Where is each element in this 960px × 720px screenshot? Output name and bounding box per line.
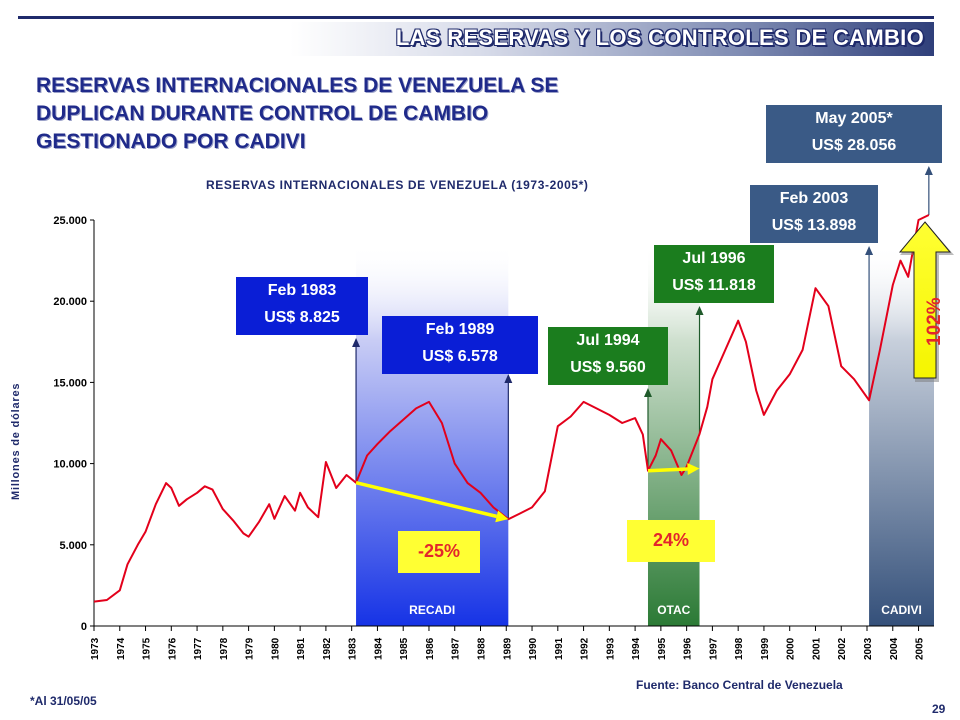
annotation-box-feb-2003: Feb 2003 US$ 13.898 bbox=[750, 185, 878, 243]
x-tick-label: 2002 bbox=[837, 637, 848, 660]
annotation-pointer-head bbox=[924, 166, 933, 175]
annotation-pointer-head bbox=[352, 338, 361, 347]
x-tick-label: 1988 bbox=[477, 637, 488, 660]
change-label-cadivi: 102% bbox=[924, 297, 945, 346]
x-tick-label: 1973 bbox=[90, 637, 101, 660]
cadivi-increase-arrow: 102% bbox=[898, 221, 954, 382]
annotation-date: Jul 1996 bbox=[682, 250, 746, 267]
x-tick-label: 1975 bbox=[142, 637, 153, 660]
x-tick-label: 1987 bbox=[451, 637, 462, 660]
annotation-box-jul-1994: Jul 1994 US$ 9.560 bbox=[548, 327, 668, 385]
annotation-value: US$ 13.898 bbox=[771, 217, 857, 234]
headline-line-2: DUPLICAN DURANTE CONTROL DE CAMBIO bbox=[36, 102, 489, 125]
period-label-cadivi: CADIVI bbox=[881, 603, 922, 617]
annotation-value: US$ 9.560 bbox=[570, 359, 646, 376]
headline-line-1: RESERVAS INTERNACIONALES DE VENEZUELA SE bbox=[36, 74, 559, 97]
annotation-date: May 2005* bbox=[815, 110, 893, 127]
y-tick-label: 25.000 bbox=[53, 215, 87, 227]
x-tick-label: 1991 bbox=[554, 637, 565, 660]
annotation-box-feb-1983: Feb 1983 US$ 8.825 bbox=[236, 277, 368, 335]
annotation-value: US$ 6.578 bbox=[422, 348, 498, 365]
x-tick-label: 1999 bbox=[760, 637, 771, 660]
period-band-otac bbox=[647, 244, 700, 626]
annotation-pointer-head bbox=[695, 306, 704, 315]
axes: 0 5.000 10.000 15.000 20.000 25.000 1973 1974 19… bbox=[53, 215, 934, 660]
annotation-box-may-2005: May 2005* US$ 28.056 bbox=[766, 105, 942, 163]
x-tick-label: 1997 bbox=[708, 637, 719, 660]
annotation-date: Feb 1983 bbox=[267, 282, 337, 299]
period-label-recadi: RECADI bbox=[409, 603, 455, 617]
y-tick-label: 20.000 bbox=[53, 296, 87, 308]
top-rule bbox=[18, 16, 934, 19]
x-tick-label: 1990 bbox=[528, 637, 539, 660]
chart-title: RESERVAS INTERNACIONALES DE VENEZUELA (1… bbox=[206, 178, 589, 192]
annotation-pointers bbox=[352, 166, 933, 520]
x-tick-label: 2005 bbox=[915, 637, 926, 660]
change-arrow-shaft bbox=[355, 480, 498, 519]
annotation-value: US$ 8.825 bbox=[264, 309, 340, 326]
annotation-value: US$ 28.056 bbox=[811, 137, 897, 154]
x-tick-label: 1992 bbox=[580, 637, 591, 660]
headline-line-3: GESTIONADO POR CADIVI bbox=[36, 130, 306, 153]
x-tick-label: 1993 bbox=[605, 637, 616, 660]
x-tick-label: 1978 bbox=[219, 637, 230, 660]
annotation-value: US$ 11.818 bbox=[672, 277, 756, 294]
x-tick-label: 1974 bbox=[116, 637, 127, 660]
x-tick-label: 1985 bbox=[399, 637, 410, 660]
source-note: Fuente: Banco Central de Venezuela bbox=[636, 678, 843, 692]
y-tick-label: 5.000 bbox=[59, 540, 87, 552]
annotation-pointer-head bbox=[504, 374, 513, 383]
x-tick-label: 1995 bbox=[657, 637, 668, 660]
x-tick-label: 1977 bbox=[193, 637, 204, 660]
change-arrow-head bbox=[495, 510, 509, 523]
page-number: 29 bbox=[932, 702, 946, 716]
x-tick-label: 1986 bbox=[425, 637, 436, 660]
banner-title: LAS RESERVAS Y LOS CONTROLES DE CAMBIO bbox=[395, 25, 924, 50]
footnote: *Al 31/05/05 bbox=[30, 694, 97, 708]
x-tick-label: 1984 bbox=[373, 637, 384, 660]
x-tick-label: 1983 bbox=[348, 637, 359, 660]
x-tick-label: 1994 bbox=[631, 637, 642, 660]
y-tick-label: 15.000 bbox=[53, 377, 87, 389]
annotation-pointer-head bbox=[865, 246, 874, 255]
change-arrows bbox=[355, 463, 700, 523]
y-tick-label: 0 bbox=[81, 621, 87, 633]
annotation-date: Feb 1989 bbox=[425, 321, 495, 338]
period-label-otac: OTAC bbox=[657, 603, 690, 617]
annotation-date: Feb 2003 bbox=[779, 190, 849, 207]
headline: RESERVAS INTERNACIONALES DE VENEZUELA SE… bbox=[36, 72, 736, 156]
annotation-box-feb-1989: Feb 1989 US$ 6.578 bbox=[382, 316, 538, 374]
x-tick-label: 1996 bbox=[683, 637, 694, 660]
change-label-otac: 24% bbox=[627, 520, 715, 562]
y-tick-label: 10.000 bbox=[53, 459, 87, 471]
change-arrow-head bbox=[687, 463, 700, 475]
change-arrow-shaft bbox=[647, 467, 688, 473]
x-tick-label: 1979 bbox=[245, 637, 256, 660]
x-tick-label: 1989 bbox=[502, 637, 513, 660]
change-label-recadi: -25% bbox=[398, 531, 480, 573]
x-tick-label: 1981 bbox=[296, 637, 307, 660]
annotation-date: Jul 1994 bbox=[576, 332, 640, 349]
x-tick-label: 1998 bbox=[734, 637, 745, 660]
title-banner: LAS RESERVAS Y LOS CONTROLES DE CAMBIO bbox=[290, 22, 934, 56]
annotation-box-jul-1996: Jul 1996 US$ 11.818 bbox=[654, 245, 774, 303]
x-tick-label: 2004 bbox=[889, 637, 900, 660]
annotation-pointer-head bbox=[643, 388, 652, 397]
x-tick-label: 2001 bbox=[811, 637, 822, 660]
x-tick-label: 2000 bbox=[786, 637, 797, 660]
reserves-series-line bbox=[93, 214, 930, 603]
x-tick-label: 2003 bbox=[863, 637, 874, 660]
x-tick-label: 1976 bbox=[167, 637, 178, 660]
x-tick-label: 1980 bbox=[270, 637, 281, 660]
x-tick-label: 1982 bbox=[322, 637, 333, 660]
